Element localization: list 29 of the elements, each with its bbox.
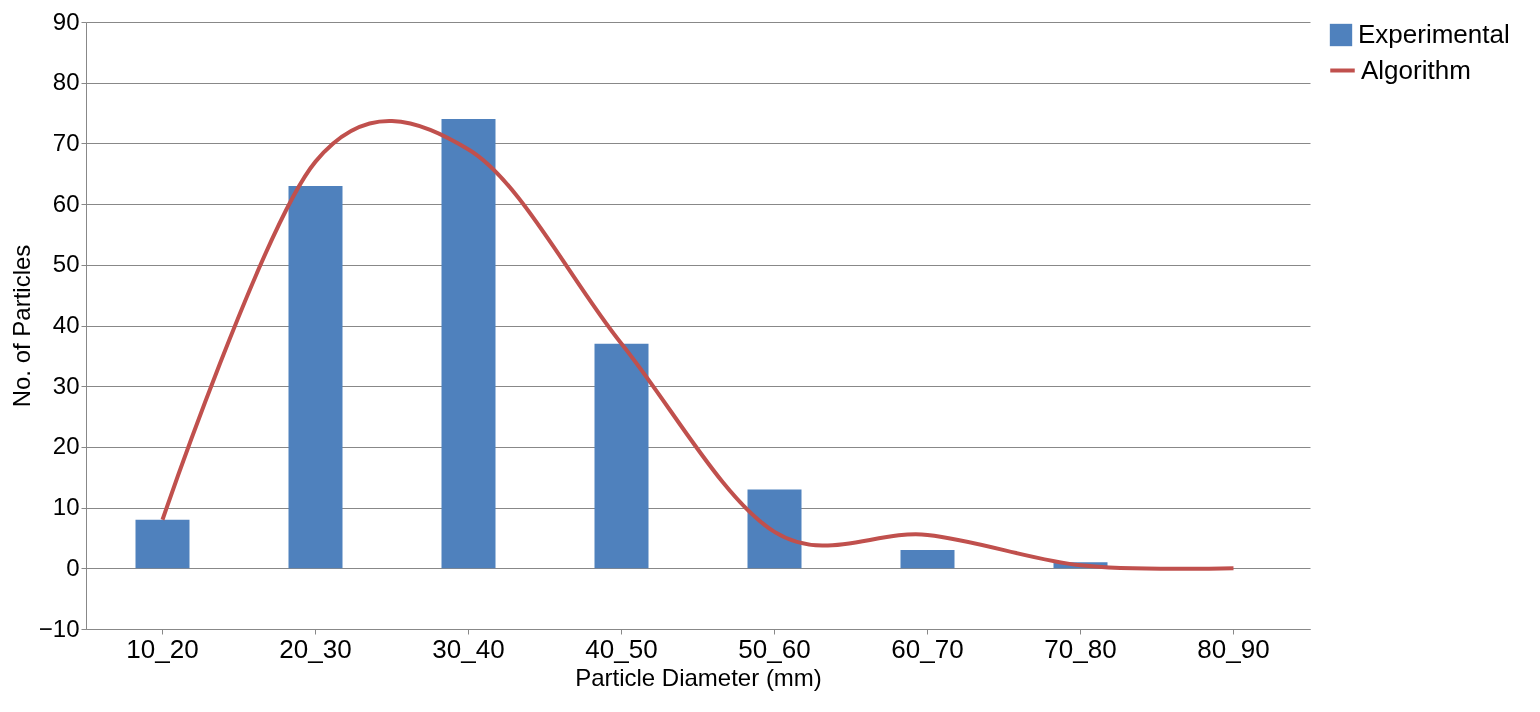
y-tick-label: 40 — [52, 311, 80, 338]
x-tick-label: 70_80 — [1044, 633, 1117, 664]
y-axis-title: No. of Particles — [7, 244, 35, 408]
x-tick-label: 60_70 — [891, 633, 964, 664]
y-tick-label: 50 — [52, 250, 80, 278]
legend-label: Algorithm — [1361, 54, 1471, 85]
x-tick-label: 10_20 — [126, 633, 199, 664]
x-tick-label: 20_30 — [279, 633, 352, 664]
y-tick-label: 0 — [66, 553, 80, 581]
x-tick-label: 30_40 — [432, 633, 505, 664]
x-tick-label: 50_60 — [738, 633, 811, 664]
bar — [900, 550, 955, 569]
x-tick-label: 40_50 — [585, 633, 658, 664]
y-tick-label: 10 — [52, 493, 80, 521]
bar — [135, 519, 190, 569]
y-tick-label: 90 — [52, 7, 80, 35]
y-tick-label: 70 — [52, 128, 80, 156]
bar — [288, 185, 343, 569]
y-tick-label: 60 — [52, 189, 80, 217]
x-tick-label: 80_90 — [1197, 633, 1270, 664]
legend-label: Experimental — [1358, 19, 1510, 49]
y-tick-label: 80 — [52, 68, 80, 96]
y-tick-label: 30 — [52, 371, 80, 399]
y-tick-label: 20 — [52, 432, 80, 460]
x-axis-title: Particle Diameter (mm) — [575, 663, 822, 691]
y-tick-label: −10 — [38, 614, 80, 642]
bar — [747, 489, 802, 569]
bar — [594, 343, 649, 569]
bar — [441, 119, 496, 569]
